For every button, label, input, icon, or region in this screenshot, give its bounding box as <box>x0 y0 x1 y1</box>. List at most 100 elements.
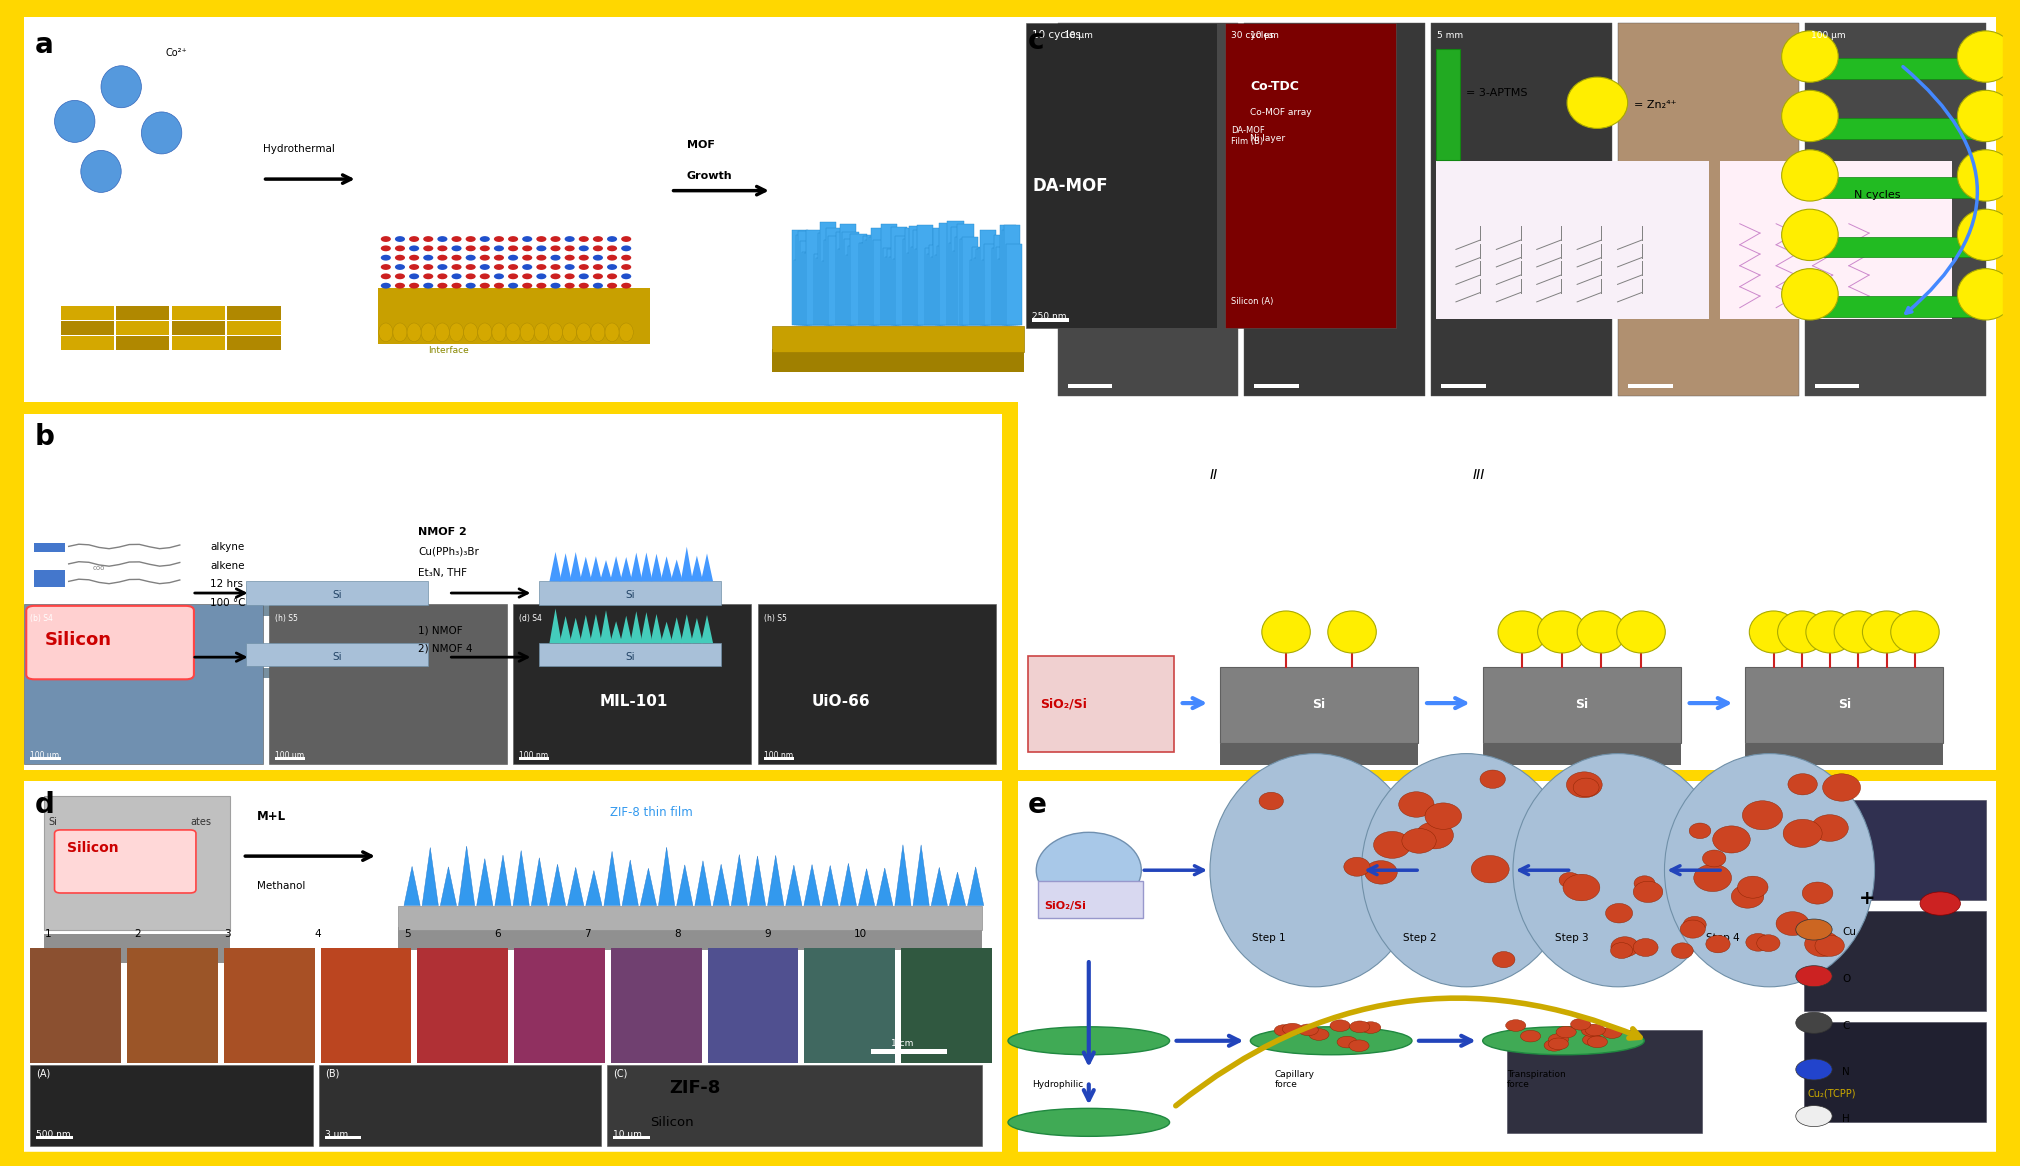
Text: Step 2: Step 2 <box>1404 933 1436 942</box>
Text: Si: Si <box>1838 698 1850 711</box>
Circle shape <box>452 273 463 279</box>
Circle shape <box>424 273 434 279</box>
Polygon shape <box>580 556 592 582</box>
Circle shape <box>1796 919 1832 940</box>
Circle shape <box>396 273 406 279</box>
Ellipse shape <box>1743 801 1782 830</box>
Ellipse shape <box>1471 856 1509 883</box>
Polygon shape <box>549 552 562 582</box>
Circle shape <box>479 254 489 260</box>
Ellipse shape <box>1563 874 1600 901</box>
Text: Hydrophilic: Hydrophilic <box>1032 1081 1083 1089</box>
Circle shape <box>537 282 545 288</box>
Ellipse shape <box>1957 90 2014 141</box>
Ellipse shape <box>1568 77 1628 128</box>
Bar <box>1058 23 1238 396</box>
Bar <box>850 233 867 325</box>
Bar <box>1069 384 1113 388</box>
Bar <box>1814 177 1976 198</box>
Circle shape <box>380 236 392 241</box>
Bar <box>826 229 842 325</box>
Ellipse shape <box>493 323 505 342</box>
Polygon shape <box>695 861 711 906</box>
Polygon shape <box>671 617 683 644</box>
Text: 1 cm: 1 cm <box>891 1039 913 1047</box>
Circle shape <box>509 245 517 251</box>
Text: 100 µm: 100 µm <box>275 751 303 760</box>
Bar <box>1804 800 1986 900</box>
Text: Methanol: Methanol <box>257 881 305 892</box>
Text: Capillary
force: Capillary force <box>1275 1070 1315 1089</box>
Circle shape <box>493 254 505 260</box>
Bar <box>929 245 945 325</box>
Bar <box>1483 744 1681 765</box>
Polygon shape <box>590 556 602 582</box>
Polygon shape <box>586 871 602 906</box>
Ellipse shape <box>1513 753 1723 986</box>
Ellipse shape <box>1008 1109 1170 1137</box>
Bar <box>931 258 947 325</box>
Circle shape <box>1549 1034 1570 1046</box>
Circle shape <box>537 273 545 279</box>
FancyBboxPatch shape <box>55 830 196 893</box>
Circle shape <box>606 245 616 251</box>
Bar <box>34 570 65 588</box>
Circle shape <box>580 236 590 241</box>
Ellipse shape <box>1689 823 1711 838</box>
Circle shape <box>1349 1040 1370 1052</box>
Bar <box>34 543 65 553</box>
Text: SiO₂/Si: SiO₂/Si <box>1040 697 1087 711</box>
Text: b: b <box>34 423 55 451</box>
Ellipse shape <box>590 323 606 342</box>
Bar <box>226 307 281 321</box>
Bar <box>1436 49 1460 160</box>
Bar <box>24 17 1050 402</box>
Bar <box>881 224 897 325</box>
Circle shape <box>523 264 533 269</box>
Text: Si: Si <box>1576 698 1588 711</box>
Bar <box>895 236 911 325</box>
Text: MIL-101: MIL-101 <box>600 694 669 709</box>
Bar <box>1018 781 1996 1152</box>
Circle shape <box>380 282 392 288</box>
Bar <box>893 259 909 325</box>
Circle shape <box>1547 1038 1568 1049</box>
Ellipse shape <box>1566 772 1602 798</box>
Bar <box>608 1065 982 1146</box>
Ellipse shape <box>434 323 448 342</box>
Bar <box>806 230 822 325</box>
Ellipse shape <box>1782 149 1838 201</box>
Bar <box>962 237 978 325</box>
Text: 10 µm: 10 µm <box>614 1130 642 1139</box>
Circle shape <box>549 273 560 279</box>
Bar <box>30 1065 313 1146</box>
Circle shape <box>452 254 463 260</box>
Circle shape <box>465 236 477 241</box>
Text: 10: 10 <box>854 929 867 939</box>
Ellipse shape <box>1578 611 1626 653</box>
Bar <box>820 223 836 325</box>
Bar <box>984 244 1000 325</box>
Text: Si: Si <box>333 590 341 600</box>
Bar <box>935 255 951 325</box>
Ellipse shape <box>1957 268 2014 319</box>
Text: c: c <box>1028 27 1044 55</box>
Bar <box>947 220 964 325</box>
Circle shape <box>606 282 616 288</box>
Circle shape <box>1796 965 1832 986</box>
Circle shape <box>424 236 434 241</box>
Text: = Zn₂⁴⁺: = Zn₂⁴⁺ <box>1634 99 1677 110</box>
Ellipse shape <box>1258 792 1283 810</box>
Bar <box>871 229 887 325</box>
Circle shape <box>436 282 448 288</box>
Polygon shape <box>701 614 713 644</box>
Ellipse shape <box>1776 912 1810 935</box>
Bar <box>951 227 968 325</box>
Text: coo: coo <box>93 564 105 570</box>
Circle shape <box>1299 1024 1319 1035</box>
Circle shape <box>566 282 576 288</box>
Bar <box>1436 161 1709 319</box>
Polygon shape <box>531 858 547 906</box>
Ellipse shape <box>1802 881 1832 904</box>
Polygon shape <box>749 856 766 906</box>
